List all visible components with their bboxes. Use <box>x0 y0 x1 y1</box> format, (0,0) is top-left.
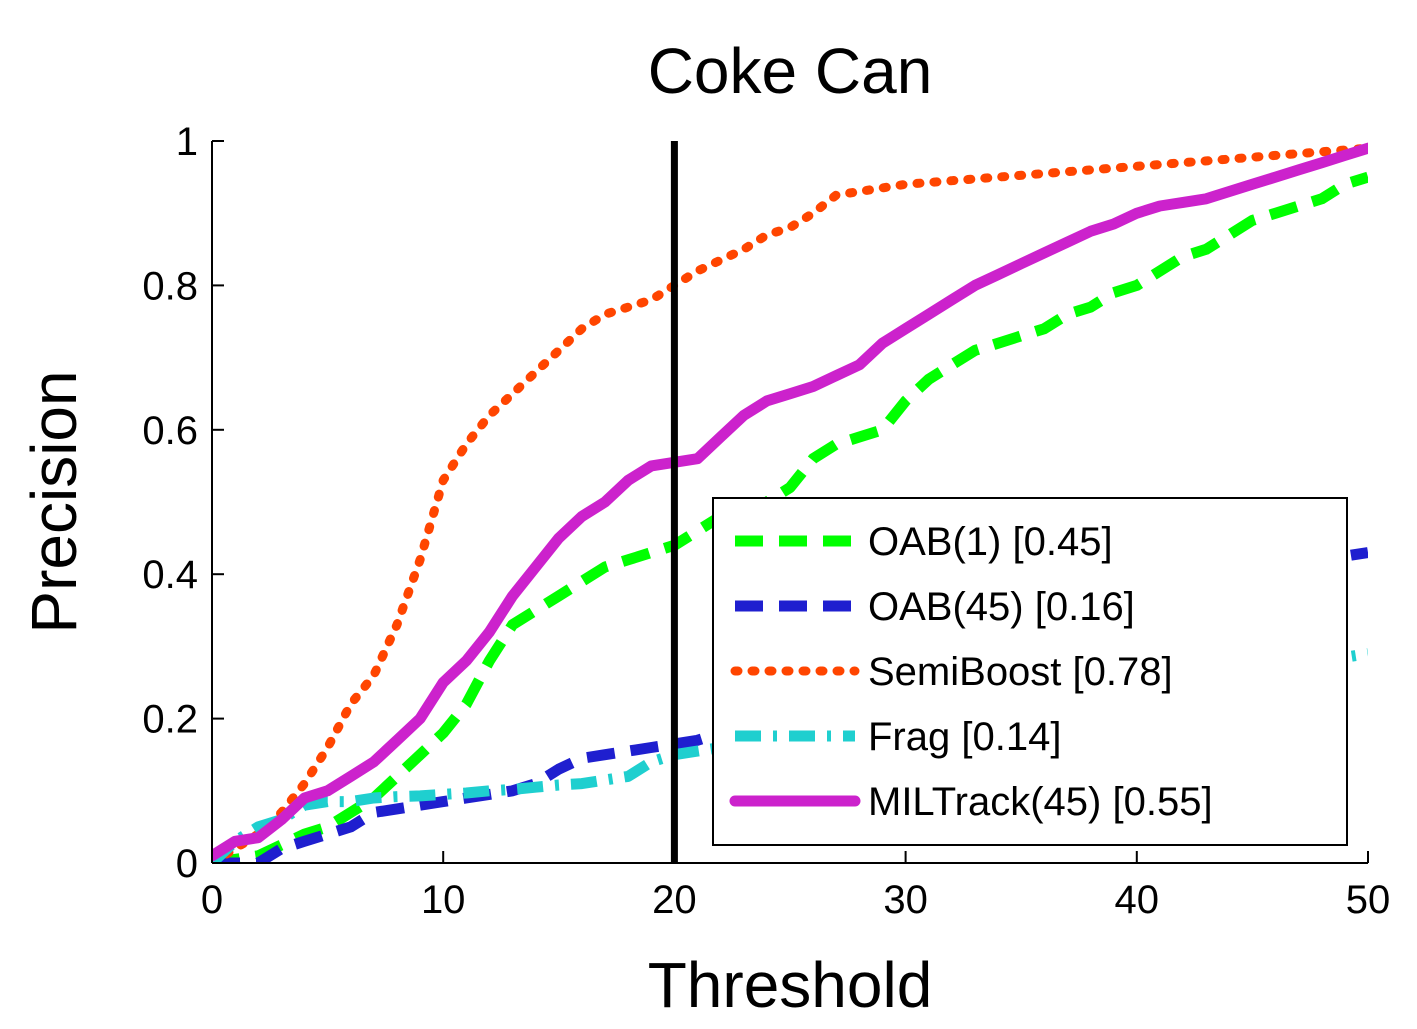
y-tick-label: 0.6 <box>142 409 198 453</box>
series-line-3 <box>212 143 1368 863</box>
legend-label-4: Frag [0.14] <box>868 715 1061 759</box>
legend-label-5: MILTrack(45) [0.55] <box>868 780 1213 824</box>
series-line-5 <box>212 142 1368 862</box>
tick-labels: 0 10 20 30 40 50 0 0.2 0.4 0.6 0.8 1 <box>142 120 1390 922</box>
y-tick-label: 0 <box>176 842 198 886</box>
y-axis-label: Precision <box>18 370 90 633</box>
y-tick-label: 1 <box>176 120 198 164</box>
chart-title: Coke Can <box>648 35 933 107</box>
y-tick-label: 0.8 <box>142 264 198 308</box>
x-tick-label: 50 <box>1346 878 1391 922</box>
axes <box>211 140 1369 864</box>
legend-entries: OAB(1) [0.45] OAB(45) [0.16] SemiBoost [0.… <box>729 520 1213 824</box>
y-tick-label: 0.4 <box>142 553 198 597</box>
legend-label-1: OAB(1) [0.45] <box>868 520 1113 564</box>
legend-label-2: OAB(45) [0.16] <box>868 585 1135 629</box>
x-axis-label: Threshold <box>648 949 933 1021</box>
x-tick-label: 30 <box>883 878 928 922</box>
x-tick-label: 0 <box>201 878 223 922</box>
y-tick-label: 0.2 <box>142 698 198 742</box>
x-tick-label: 10 <box>421 878 466 922</box>
legend: OAB(1) [0.45] OAB(45) [0.16] SemiBoost [0.… <box>712 497 1348 846</box>
x-tick-label: 20 <box>652 878 697 922</box>
legend-label-3: SemiBoost [0.78] <box>868 650 1173 694</box>
x-tick-label: 40 <box>1115 878 1160 922</box>
series-line-1 <box>212 171 1368 863</box>
